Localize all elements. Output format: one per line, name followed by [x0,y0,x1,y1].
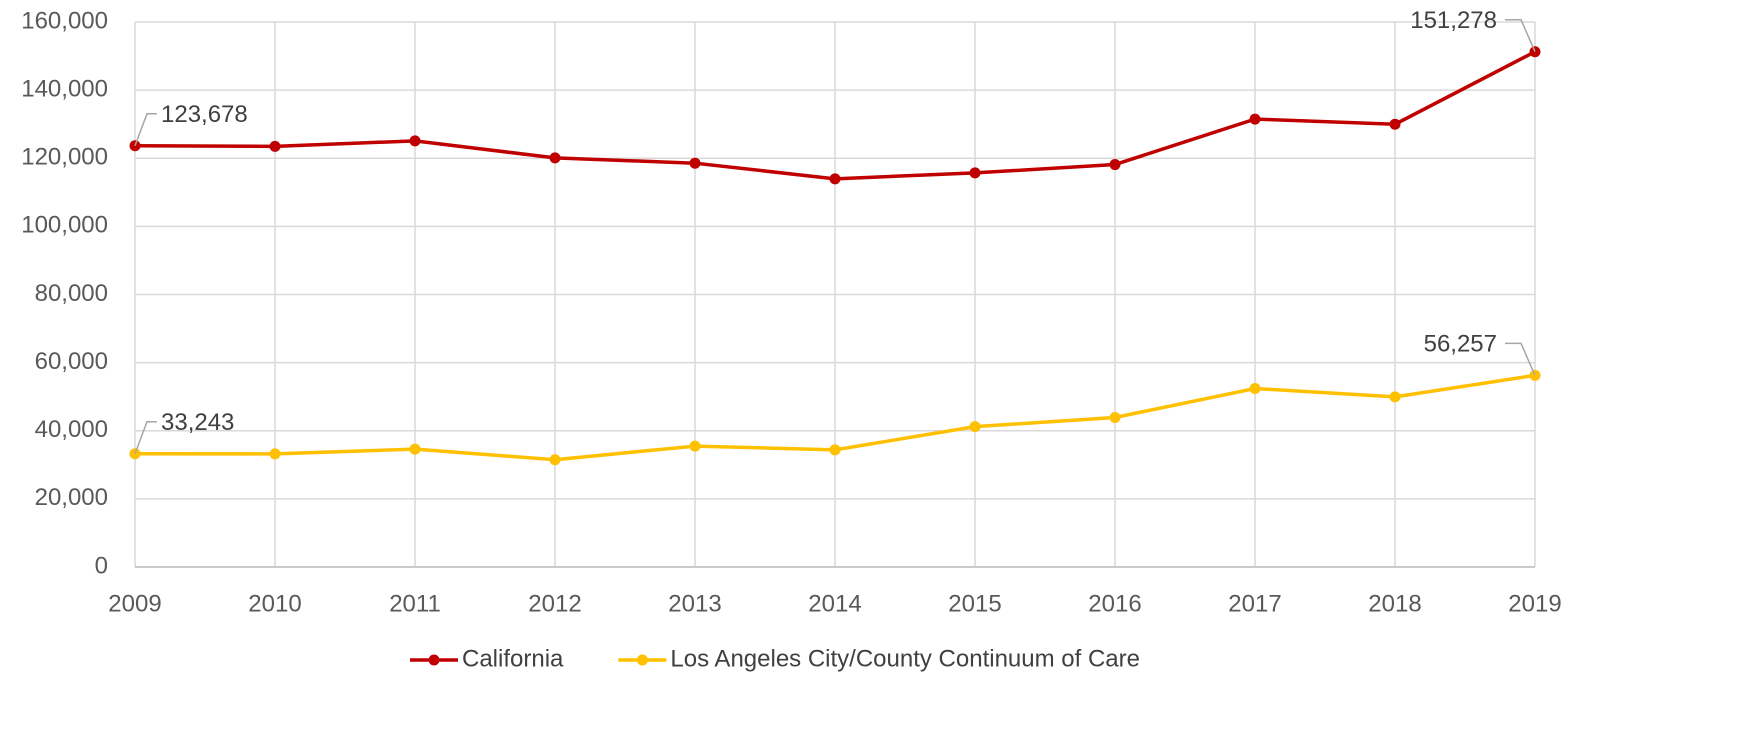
point [689,440,701,452]
point [549,152,561,164]
x-tick-label: 2011 [389,590,441,617]
legend-marker [428,654,440,666]
point [409,135,421,147]
point [1249,383,1261,395]
y-tick-label: 80,000 [35,280,108,307]
point [689,157,701,169]
data-label: 33,243 [161,409,234,436]
y-tick-label: 40,000 [35,416,108,443]
legend-label: Los Angeles City/County Continuum of Car… [670,645,1140,672]
x-tick-label: 2010 [248,590,301,617]
x-tick-label: 2013 [668,590,721,617]
x-tick-label: 2009 [108,590,161,617]
point [409,443,421,455]
point [269,140,281,152]
point [969,167,981,179]
leader-line [1505,342,1536,376]
x-tick-label: 2017 [1228,590,1281,617]
y-tick-label: 160,000 [21,7,108,34]
x-tick-label: 2018 [1368,590,1421,617]
y-tick-label: 140,000 [21,75,108,102]
point [1389,391,1401,403]
point [1109,411,1121,423]
point [1389,118,1401,130]
point [1249,113,1261,125]
leader-line [134,421,157,455]
data-label: 151,278 [1410,7,1497,34]
point [969,421,981,433]
y-tick-label: 20,000 [35,484,108,511]
x-tick-label: 2012 [528,590,581,617]
point [829,173,841,185]
point [549,454,561,466]
y-tick-label: 0 [95,552,108,579]
leader-line [1505,18,1536,53]
y-tick-label: 60,000 [35,348,108,375]
point [1109,159,1121,171]
x-tick-label: 2014 [808,590,861,617]
x-tick-label: 2019 [1508,590,1561,617]
data-label: 56,257 [1424,331,1497,358]
y-tick-label: 120,000 [21,144,108,171]
legend-label: California [462,645,564,672]
y-tick-label: 100,000 [21,212,108,239]
leader-line [134,112,157,146]
point [269,448,281,460]
x-tick-label: 2015 [948,590,1001,617]
x-tick-label: 2016 [1088,590,1141,617]
point [829,444,841,456]
legend-marker [636,654,648,666]
data-label: 123,678 [161,101,248,128]
